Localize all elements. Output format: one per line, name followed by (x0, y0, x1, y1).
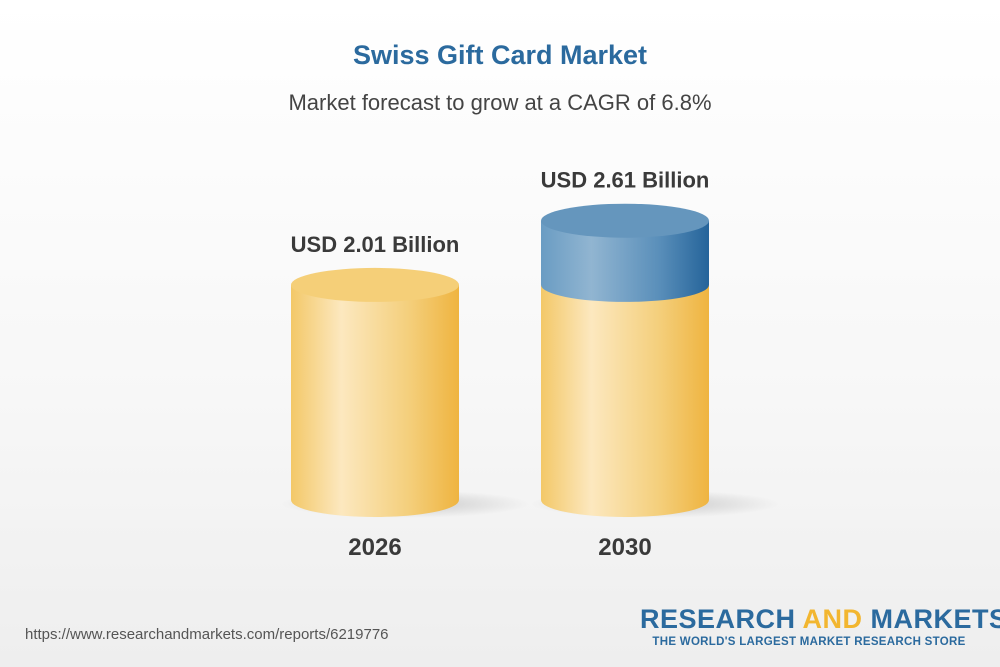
cylinder-body-2026 (291, 284, 459, 517)
logo-word-and: AND (802, 604, 863, 634)
category-label-2030: 2030 (598, 534, 651, 561)
data-label-2030: USD 2.61 Billion (541, 168, 710, 193)
source-url[interactable]: https://www.researchandmarkets.com/repor… (25, 626, 389, 643)
research-and-markets-logo: RESEARCH AND MARKETS THE WORLD'S LARGEST… (640, 604, 1000, 648)
chart-title: Swiss Gift Card Market (352, 40, 648, 70)
cylinder-top-2030 (541, 203, 709, 238)
cylinder-base-segment-2030 (541, 284, 709, 517)
logo-word-markets: MARKETS (862, 604, 1000, 634)
data-label-2026: USD 2.01 Billion (291, 232, 460, 257)
chart-subtitle: Market forecast to grow at a CAGR of 6.8… (288, 90, 712, 115)
logo-tagline: THE WORLD'S LARGEST MARKET RESEARCH STOR… (652, 636, 966, 648)
cylinder-top-2026 (291, 267, 459, 302)
cylinder-chart: USD 2.01 Billion 2026 USD 2.61 Billion 2030 (281, 168, 779, 561)
cylinder-growth-segment-2030 (541, 220, 709, 302)
category-label-2026: 2026 (348, 534, 401, 561)
logo-word-research: RESEARCH (640, 604, 803, 634)
